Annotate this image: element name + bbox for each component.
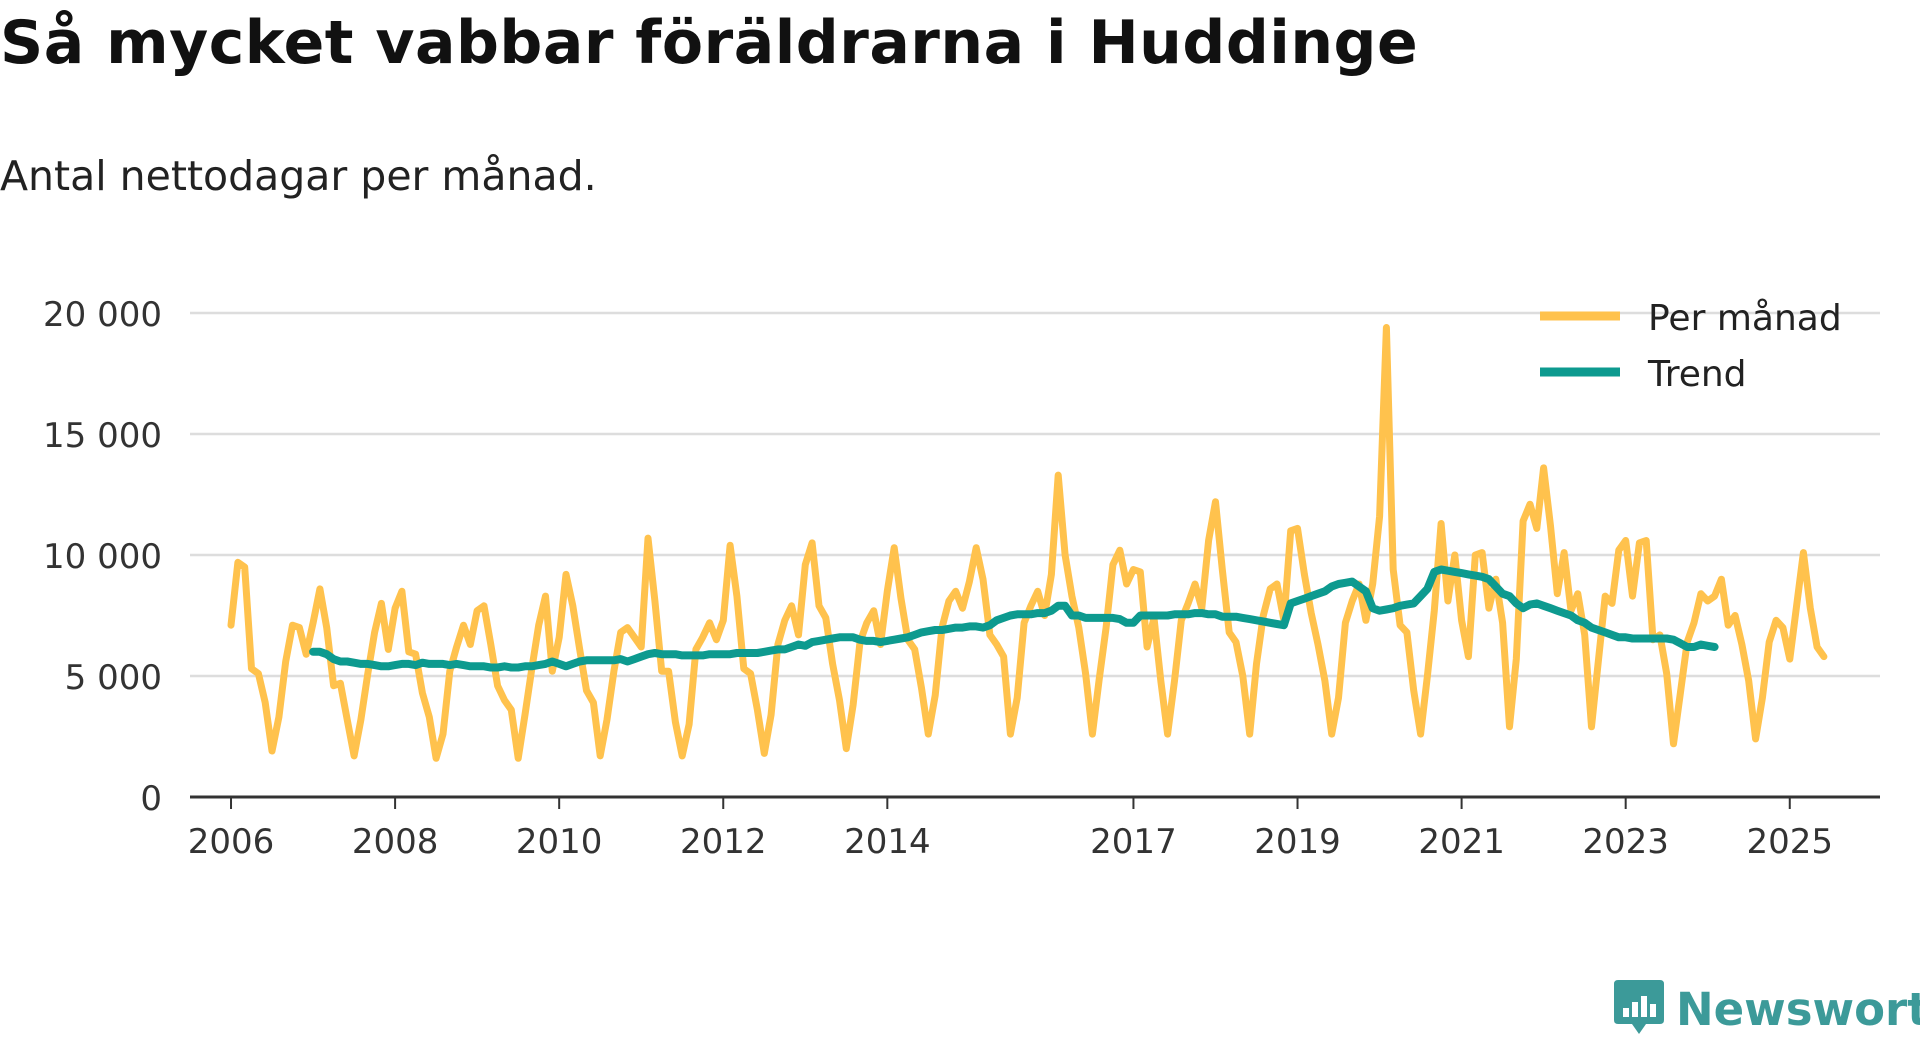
series-line-trend	[309, 565, 1719, 672]
legend: Per månad Trend	[1540, 298, 1842, 395]
brand-logo: Newsworthy	[1614, 980, 1920, 1038]
x-ticks: 2006 2008 2010 2012 2014 2017 2019 2021 2023 2025	[188, 797, 1833, 862]
chart-subtitle: Antal nettodagar per månad.	[0, 152, 597, 200]
x-tick-label: 2023	[1582, 822, 1669, 862]
series-line-per-manad	[227, 324, 1828, 762]
y-tick-label: 5 000	[65, 658, 162, 698]
chart-title: Så mycket vabbar föräldrarna i Huddinge	[0, 8, 1419, 78]
x-tick-label: 2012	[680, 822, 767, 862]
x-tick-label: 2019	[1254, 822, 1341, 862]
y-tick-label: 15 000	[43, 416, 162, 456]
x-tick-label: 2006	[188, 822, 275, 862]
y-tick-label: 10 000	[43, 537, 162, 577]
x-tick-label: 2021	[1418, 822, 1505, 862]
x-tick-label: 2017	[1090, 822, 1177, 862]
y-tick-label: 0	[140, 779, 162, 819]
x-tick-label: 2025	[1746, 822, 1833, 862]
newsworthy-logo-icon	[1614, 980, 1664, 1034]
brand-name: Newsworthy	[1676, 982, 1920, 1036]
legend-label-trend: Trend	[1647, 354, 1747, 395]
legend-label-monthly: Per månad	[1648, 298, 1842, 339]
grid-lines	[190, 311, 1880, 678]
x-tick-label: 2014	[844, 822, 931, 862]
series-lines	[227, 324, 1828, 762]
x-tick-label: 2008	[352, 822, 439, 862]
y-tick-labels: 0 5 000 10 000 15 000 20 000	[43, 295, 162, 819]
x-tick-label: 2010	[516, 822, 603, 862]
y-tick-label: 20 000	[43, 295, 162, 335]
